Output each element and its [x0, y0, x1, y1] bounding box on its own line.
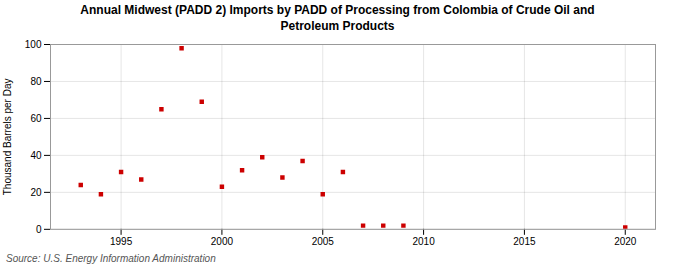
svg-text:80: 80 [30, 76, 42, 87]
svg-text:20: 20 [30, 187, 42, 198]
svg-text:0: 0 [36, 224, 42, 235]
svg-text:2000: 2000 [211, 237, 234, 248]
html-text:Source: U.S. Energy Informatio: Source: U.S. Energy Information Administ… [6, 253, 216, 264]
svg-text:100: 100 [25, 39, 42, 50]
svg-text:2010: 2010 [412, 237, 435, 248]
svg-text:60: 60 [30, 113, 42, 124]
svg-text:Thousand Barrels per Day: Thousand Barrels per Day [2, 79, 13, 196]
svg-text:2015: 2015 [513, 237, 536, 248]
svg-text:40: 40 [30, 150, 42, 161]
svg-text:2005: 2005 [312, 237, 335, 248]
html-text:Annual Midwest (PADD 2) Import: Annual Midwest (PADD 2) Imports by PADD … [80, 3, 595, 33]
svg-text:1995: 1995 [110, 237, 133, 248]
svg-text:2020: 2020 [614, 237, 637, 248]
